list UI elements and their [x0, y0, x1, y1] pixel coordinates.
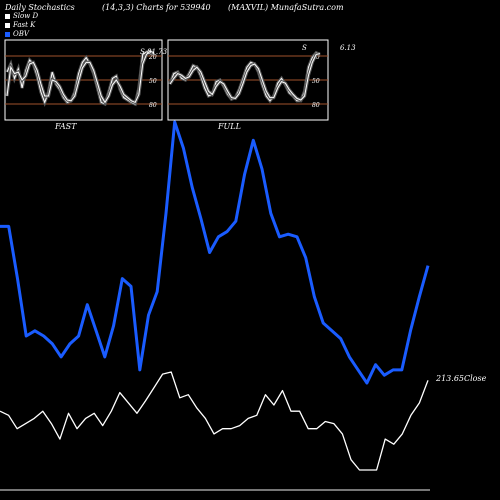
- obv-line: [0, 371, 429, 471]
- legend-swatch-fast-k: [5, 23, 10, 28]
- tick-label-80: 80: [312, 102, 320, 109]
- stoch-series-full-1: [169, 53, 321, 101]
- tick-label-20: 20: [148, 54, 157, 61]
- legend-label-obv: OBV: [13, 30, 29, 38]
- legend-label-fast-k: Fast K: [13, 21, 36, 29]
- legend-swatch-obv: [5, 32, 10, 37]
- panel-title-full: FULL: [217, 122, 241, 131]
- tick-label-80: 80: [149, 102, 157, 109]
- legend-item-slow-d: Slow D: [5, 12, 38, 21]
- panel-title-fast: FAST: [54, 122, 77, 131]
- price-line: [0, 120, 430, 385]
- tick-label-50: 50: [312, 78, 320, 85]
- legend: Slow D Fast K OBV: [5, 12, 38, 39]
- value-label-full: S: [302, 44, 307, 52]
- legend-label-slow-d: Slow D: [13, 12, 39, 20]
- header-right: (MAXVIL) MunafaSutra.com: [228, 3, 344, 12]
- side-value-label: 6.13: [340, 44, 356, 52]
- value-label-fast: S 81.73: [140, 48, 168, 56]
- legend-swatch-slow-d: [5, 14, 10, 19]
- obv-value-label: 213.65Close: [435, 374, 487, 383]
- stoch-series-fast-1: [6, 50, 155, 104]
- legend-item-obv: OBV: [5, 30, 38, 39]
- header-center: (14,3,3) Charts for 539940: [102, 3, 211, 12]
- legend-item-fast-k: Fast K: [5, 21, 38, 30]
- header-left: Daily Stochastics: [5, 3, 75, 12]
- tick-label-50: 50: [149, 78, 157, 85]
